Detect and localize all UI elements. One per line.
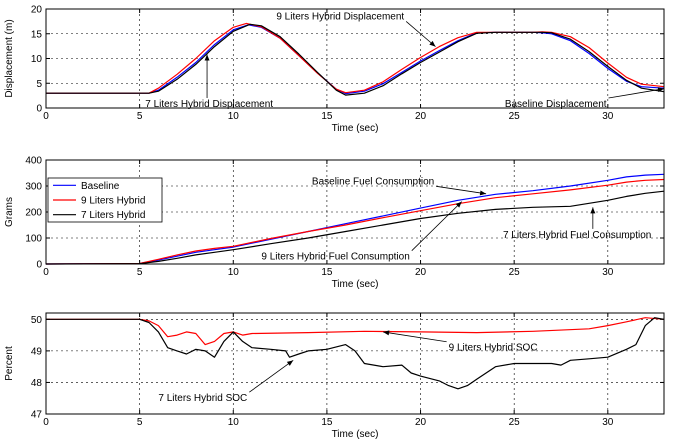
- series-line-h7: [46, 23, 665, 96]
- y-tick-label: 100: [25, 234, 42, 245]
- y-tick-label: 50: [31, 315, 43, 326]
- legend: Baseline 9 Liters Hybrid 7 Liters Hybrid: [47, 177, 163, 223]
- x-tick-label: 20: [415, 267, 427, 278]
- y-tick-label: 20: [31, 5, 43, 16]
- annotation-arrow-head: [657, 87, 664, 93]
- legend-label-h9: 9 Liters Hybrid: [81, 196, 145, 207]
- x-tick-label: 25: [509, 417, 521, 428]
- x-axis-label: Time (sec): [332, 429, 379, 440]
- x-tick-label: 0: [43, 111, 49, 122]
- annotation-h7_fuel: 7 Liters Hybrid Fuel Consumption: [503, 230, 651, 241]
- annotation-arrow-head: [590, 207, 596, 214]
- x-tick-label: 15: [321, 111, 333, 122]
- series-line-h7: [46, 317, 665, 390]
- annotation-arrow-line: [249, 360, 294, 393]
- legend-label-baseline: Baseline: [81, 181, 120, 192]
- x-tick-label: 5: [137, 111, 143, 122]
- x-tick-label: 10: [228, 417, 240, 428]
- annotation-arrow-head: [479, 190, 487, 196]
- series-line-baseline: [45, 173, 665, 265]
- x-tick-label: 30: [602, 417, 614, 428]
- annotation-h9_soc: 9 Liters Hybrid SOC: [449, 343, 538, 354]
- plot-area: [46, 313, 664, 414]
- y-tick-label: 300: [25, 182, 42, 193]
- x-tick-label: 30: [602, 111, 614, 122]
- annotation-arrow-head: [286, 360, 294, 366]
- y-tick-label: 400: [25, 156, 42, 167]
- annotation-arrow-head: [204, 54, 210, 61]
- axes-frame: [45, 312, 665, 415]
- series-line-h9: [45, 178, 665, 265]
- legend-label-h7: 7 Liters Hybrid: [81, 210, 145, 221]
- x-tick-label: 20: [415, 111, 427, 122]
- x-tick-label: 25: [509, 111, 521, 122]
- series-line-h9: [46, 317, 665, 346]
- annotation-arrow-line: [436, 185, 487, 195]
- annotation-arrow-line: [405, 21, 436, 47]
- annotation-arrow-line: [383, 331, 447, 343]
- y-axis-label: Percent: [4, 346, 15, 381]
- x-tick-label: 5: [137, 267, 143, 278]
- annotation-h9_disp: 9 Liters Hybrid Displacement: [276, 11, 404, 22]
- x-tick-label: 10: [228, 111, 240, 122]
- y-tick-label: 10: [31, 54, 43, 65]
- annotation-arrow-head: [383, 330, 390, 336]
- y-tick-label: 0: [36, 104, 42, 115]
- y-tick-label: 49: [31, 346, 43, 357]
- x-tick-label: 15: [321, 417, 333, 428]
- series-line-h7: [45, 190, 665, 265]
- soc-chart: 0 5 10 15 20 25 30 47 48 49 50 Time (sec) Percent 9 L…: [4, 312, 665, 440]
- annotation-arrow-line: [608, 88, 665, 99]
- x-axis-label: Time (sec): [332, 123, 379, 134]
- y-tick-label: 47: [31, 410, 43, 421]
- annotation-h7_soc: 7 Liters Hybrid SOC: [158, 393, 247, 404]
- x-tick-label: 15: [321, 267, 333, 278]
- annotation-h7_disp: 7 Liters Hybrid Displacement: [145, 99, 273, 110]
- x-tick-label: 30: [602, 267, 614, 278]
- x-tick-label: 20: [415, 417, 427, 428]
- x-axis-label: Time (sec): [332, 279, 379, 290]
- x-tick-label: 0: [43, 267, 49, 278]
- y-axis-label: Displacement (m): [4, 19, 15, 97]
- y-tick-label: 200: [25, 208, 42, 219]
- x-tick-label: 10: [228, 267, 240, 278]
- annotation-base_disp: Baseline Displacement: [505, 99, 607, 110]
- y-tick-label: 5: [36, 79, 42, 90]
- y-axis-label: Grams: [4, 197, 15, 227]
- y-tick-label: 15: [31, 29, 43, 40]
- annotation-arrow-line: [411, 201, 463, 252]
- annotation-arrow-head: [455, 201, 462, 208]
- series-line-baseline: [46, 24, 665, 95]
- annotation-h9_fuel: 9 Liters Hybrid Fuel Consumption: [261, 252, 409, 263]
- x-tick-label: 25: [509, 267, 521, 278]
- y-tick-label: 0: [36, 260, 42, 271]
- y-tick-label: 48: [31, 378, 43, 389]
- x-tick-label: 0: [43, 417, 49, 428]
- annotation-base_fuel: Baseline Fuel Consumption: [312, 176, 434, 187]
- series-line-h9: [46, 22, 665, 94]
- annotation-arrow-head: [429, 40, 436, 47]
- displacement-chart: 0 5 10 15 20 25 30 0 5 10 15 20 Time (sec) Displaceme…: [4, 5, 665, 134]
- x-tick-label: 5: [137, 417, 143, 428]
